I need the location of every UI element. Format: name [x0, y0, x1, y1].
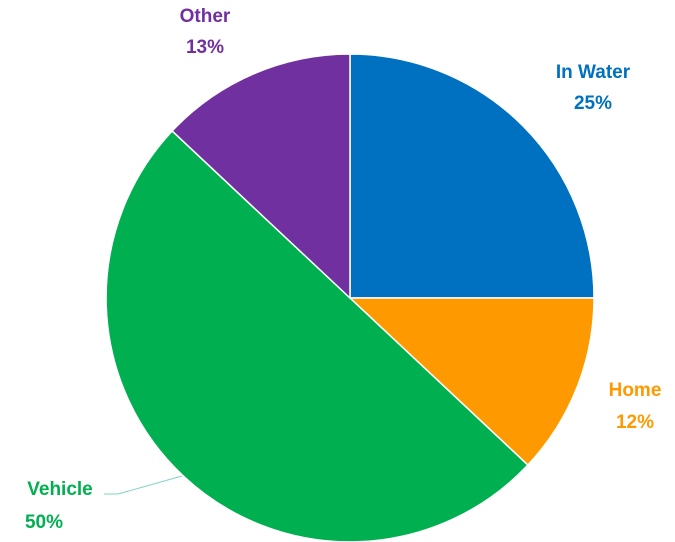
label-in-water: In Water 25% [556, 62, 631, 114]
pie-slice-vehicle [105, 129, 529, 542]
slice-label-percent: 25% [574, 93, 612, 114]
slice-label-percent: 50% [25, 512, 63, 533]
leader-line-vehicle [104, 475, 183, 495]
pie-slice-home [348, 297, 595, 467]
slice-label-name: Home [609, 380, 662, 401]
pie-slices [105, 53, 595, 542]
slice-label-percent: 12% [616, 412, 654, 433]
slice-label-name: In Water [556, 62, 631, 83]
slice-label-name: Other [180, 6, 231, 27]
label-home: Home 12% [609, 380, 662, 433]
label-vehicle: Vehicle 50% [25, 479, 93, 533]
pie-slice-other [171, 53, 351, 300]
slice-label-name: Vehicle [27, 479, 93, 500]
leader-lines [104, 475, 183, 495]
label-other: Other 13% [180, 6, 231, 58]
pie-slice-in-water [349, 53, 595, 299]
slice-label-percent: 13% [186, 37, 224, 58]
